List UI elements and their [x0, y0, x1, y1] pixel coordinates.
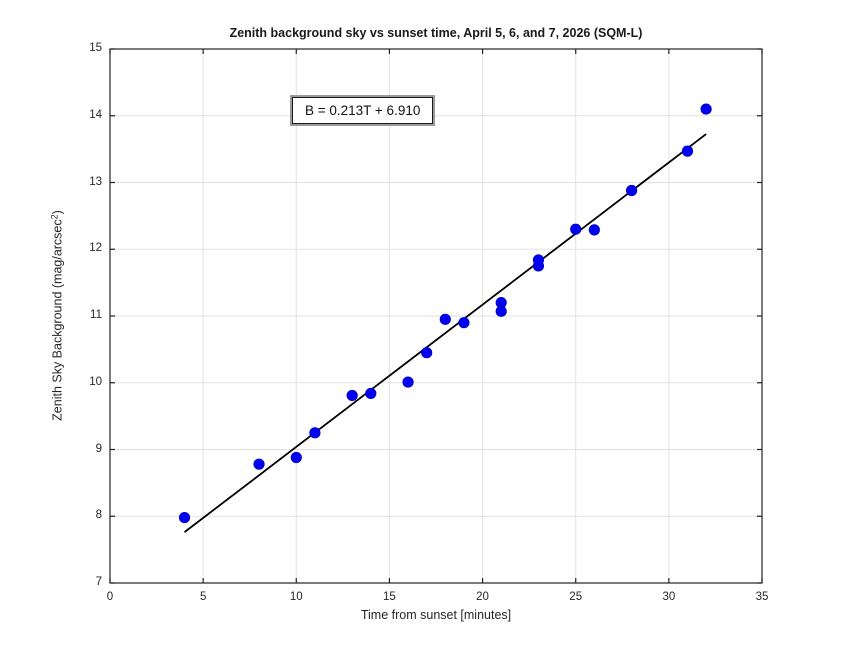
- data-point: [309, 427, 321, 439]
- y-tick-label: 14: [89, 108, 102, 121]
- data-point: [178, 511, 191, 524]
- x-axis-label: Time from sunset [minutes]: [360, 608, 512, 622]
- data-point: [570, 223, 582, 235]
- y-tick-label: 9: [95, 442, 102, 455]
- data-point: [402, 376, 414, 388]
- x-tick-label: 25: [569, 591, 583, 603]
- data-point: [253, 458, 265, 470]
- data-point: [588, 224, 600, 236]
- data-point: [290, 451, 302, 464]
- y-tick-label: 15: [89, 42, 102, 54]
- x-tick-label: 15: [383, 591, 396, 603]
- x-tick-label: 30: [662, 591, 676, 603]
- data-point: [458, 317, 470, 329]
- y-axis-label-text: Zenith Sky Background (mag/arcsec: [50, 219, 65, 421]
- x-tick-label: 35: [755, 591, 769, 603]
- y-tick-label: 13: [89, 175, 102, 188]
- chart-title: Zenith background sky vs sunset time, Ap…: [229, 26, 643, 40]
- data-point: [700, 103, 712, 115]
- y-tick-label: 10: [89, 375, 102, 388]
- fit-equation-text: B = 0.213T + 6.910: [305, 103, 421, 118]
- fit-line: [183, 133, 707, 533]
- x-tick-label: 5: [199, 591, 207, 603]
- fit-equation-box: B = 0.213T + 6.910: [289, 95, 436, 126]
- y-axis-label-suffix: ): [50, 210, 65, 215]
- x-tick-label: 10: [289, 591, 303, 603]
- data-point: [439, 313, 451, 325]
- data-point: [681, 145, 694, 157]
- data-point: [495, 297, 507, 309]
- data-point: [365, 387, 377, 400]
- x-tick-label: 20: [476, 591, 489, 603]
- data-point: [346, 389, 358, 402]
- y-tick-label: 11: [90, 309, 102, 321]
- y-tick-label: 8: [95, 509, 102, 522]
- y-tick-label: 7: [95, 576, 102, 588]
- y-axis-label-superscript: 2: [49, 214, 60, 220]
- x-tick-label: 0: [106, 591, 114, 603]
- y-axis-label: Zenith Sky Background (mag/arcsec2): [50, 156, 65, 476]
- data-point: [421, 347, 433, 359]
- y-tick-label: 12: [89, 242, 102, 255]
- data-point: [625, 184, 638, 197]
- data-point: [532, 254, 545, 266]
